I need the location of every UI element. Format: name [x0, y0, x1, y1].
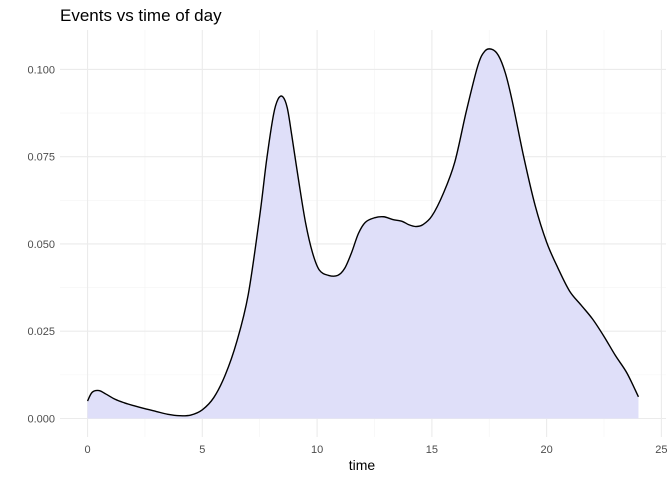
x-tick-label: 25	[655, 444, 667, 456]
density-area	[87, 48, 639, 419]
x-axis-title: time	[349, 457, 376, 473]
x-tick-label: 0	[84, 444, 90, 456]
density-line	[86, 48, 640, 417]
y-tick-label: 0.050	[27, 239, 55, 251]
x-tick-label: 5	[199, 444, 205, 456]
y-tick-label: 0.100	[27, 64, 55, 76]
y-axis-tick-labels: 0.000 0.025 0.050 0.075 0.100	[27, 64, 55, 425]
x-axis-tick-labels: 0 5 10 15 20 25	[84, 444, 667, 456]
y-tick-label: 0.000	[27, 414, 55, 426]
x-tick-label: 10	[311, 444, 323, 456]
y-tick-label: 0.025	[27, 326, 55, 338]
y-tick-label: 0.075	[27, 152, 55, 164]
x-tick-label: 15	[426, 444, 438, 456]
x-tick-label: 20	[541, 444, 553, 456]
chart-title: Events vs time of day	[60, 6, 222, 25]
